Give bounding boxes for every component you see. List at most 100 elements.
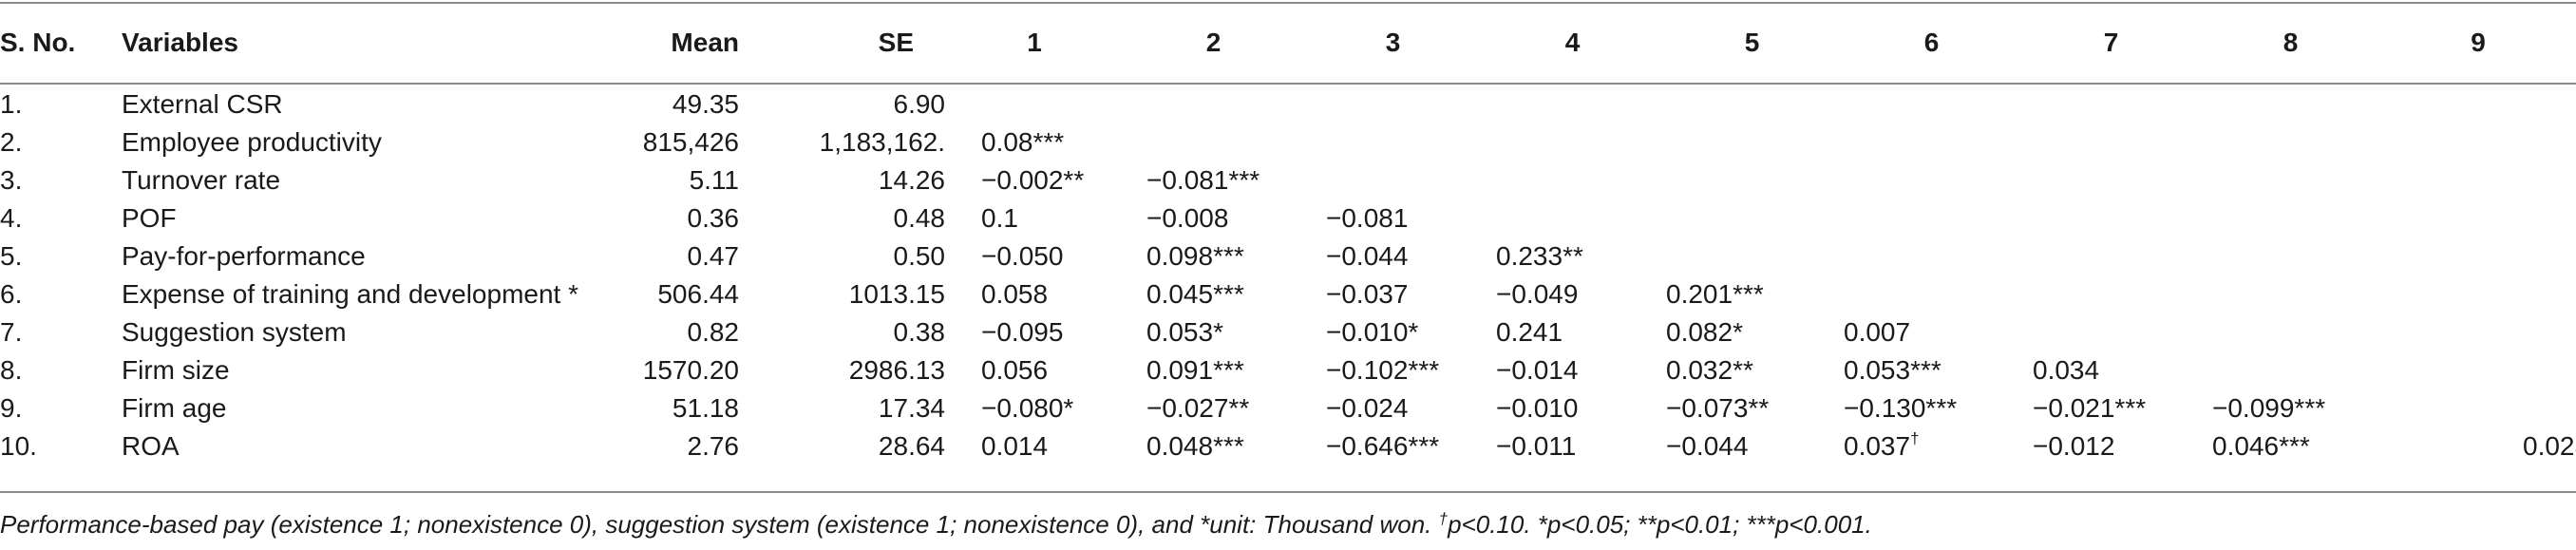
correlation-cell xyxy=(2380,161,2576,199)
correlation-cell xyxy=(2380,389,2576,427)
row-sno: 1. xyxy=(0,89,23,119)
correlation-cell: −0.130*** xyxy=(1842,389,2021,427)
correlation-cell xyxy=(1842,275,2021,313)
correlation-cell xyxy=(1842,161,2021,199)
row-sno: 3. xyxy=(0,165,23,195)
footnote-text: Performance-based pay (existence 1; none… xyxy=(0,510,1439,539)
correlation-value: −0.044 xyxy=(1326,241,1409,271)
correlation-cell xyxy=(1662,123,1842,161)
correlation-cell: −0.044 xyxy=(1303,237,1483,275)
correlation-value: 0.08*** xyxy=(981,127,1065,157)
row-sno: 7. xyxy=(0,317,23,347)
correlation-cell xyxy=(2380,70,2576,123)
correlation-cell xyxy=(1303,70,1483,123)
correlation-cell: 0.048*** xyxy=(1124,427,1303,465)
correlation-cell xyxy=(2201,351,2380,389)
header-divider-rule xyxy=(0,83,2576,85)
correlation-value: 0.045*** xyxy=(1146,279,1244,309)
correlation-cell: −0.049 xyxy=(1483,275,1662,313)
correlation-value: 0.048*** xyxy=(1146,431,1244,461)
correlation-value: 0.058 xyxy=(981,279,1049,309)
header-row: S. No. Variables Mean SE 1 2 3 4 5 6 7 8… xyxy=(0,15,2576,70)
correlation-cell: 0.037† xyxy=(1842,427,2021,465)
row-se: 2986.13 xyxy=(848,355,945,385)
row-mean: 0.82 xyxy=(687,317,740,347)
correlation-value: −0.008 xyxy=(1146,203,1229,233)
row-variable: Suggestion system xyxy=(122,317,347,347)
correlation-cell: −0.008 xyxy=(1124,199,1303,237)
row-se: 17.34 xyxy=(878,393,945,423)
footnote-significance: p<0.10. *p<0.05; **p<0.01; ***p<0.001. xyxy=(1448,510,1872,539)
correlation-cell xyxy=(1483,161,1662,199)
table-row: 1. External CSR 49.35 6.90 xyxy=(0,70,2576,123)
correlation-value: 0.091*** xyxy=(1146,355,1244,385)
correlation-value: −0.095 xyxy=(981,317,1064,347)
row-sno: 2. xyxy=(0,127,23,157)
table-row: 7. Suggestion system 0.82 0.38 −0.095 0.053* −… xyxy=(0,313,2576,351)
correlation-cell xyxy=(1303,123,1483,161)
correlation-value: 0.023 xyxy=(2523,431,2576,461)
row-mean: 49.35 xyxy=(672,89,739,119)
correlation-value: 0.053*** xyxy=(1844,355,1941,385)
correlation-cell: 0.023 xyxy=(2380,427,2576,465)
correlation-cell xyxy=(1483,199,1662,237)
table-footnote: Performance-based pay (existence 1; none… xyxy=(0,507,2576,541)
correlation-cell: 0.034 xyxy=(2021,351,2201,389)
correlation-cell: 0.1 xyxy=(945,199,1124,237)
correlation-cell xyxy=(2380,351,2576,389)
correlation-cell: 0.201*** xyxy=(1662,275,1842,313)
correlation-cell xyxy=(1303,161,1483,199)
correlation-cell xyxy=(1842,123,2021,161)
row-variable: Firm size xyxy=(122,355,230,385)
row-sno: 6. xyxy=(0,279,23,309)
correlation-cell: 0.053* xyxy=(1124,313,1303,351)
correlation-cell xyxy=(1842,237,2021,275)
row-variable: Expense of training and development * xyxy=(122,279,578,309)
correlation-cell: 0.08*** xyxy=(945,123,1124,161)
correlation-cell: −0.080* xyxy=(945,389,1124,427)
correlation-value: 0.082* xyxy=(1666,317,1743,347)
header-col-6: 6 xyxy=(1923,28,1940,57)
row-variable: Firm age xyxy=(122,393,227,423)
correlation-cell: 0.032** xyxy=(1662,351,1842,389)
correlation-cell: 0.014 xyxy=(945,427,1124,465)
correlation-value: −0.081*** xyxy=(1146,165,1260,195)
correlation-cell: −0.024 xyxy=(1303,389,1483,427)
row-variable: Turnover rate xyxy=(122,165,281,195)
correlation-cell xyxy=(2201,237,2380,275)
correlation-value: 0.233** xyxy=(1496,241,1583,271)
correlation-cell xyxy=(2021,313,2201,351)
correlation-value: 0.056 xyxy=(981,355,1049,385)
row-sno: 8. xyxy=(0,355,23,385)
correlation-cell: −0.014 xyxy=(1483,351,1662,389)
correlation-value: −0.099*** xyxy=(2212,393,2326,423)
dagger-mark: † xyxy=(1910,428,1920,447)
correlation-value: −0.044 xyxy=(1666,431,1749,461)
row-mean: 5.11 xyxy=(689,165,739,195)
correlation-value: −0.050 xyxy=(981,241,1064,271)
header-col-3: 3 xyxy=(1385,28,1401,57)
correlation-value: −0.102*** xyxy=(1326,355,1440,385)
descriptive-statistics-correlation-table: S. No. Variables Mean SE 1 2 3 4 5 6 7 8… xyxy=(0,15,2576,465)
correlation-value: −0.012 xyxy=(2033,431,2115,461)
correlation-cell xyxy=(2201,275,2380,313)
header-col-9: 9 xyxy=(2471,28,2486,57)
correlation-cell: −0.021*** xyxy=(2021,389,2201,427)
header-col-8: 8 xyxy=(2282,28,2299,57)
header-se: SE xyxy=(878,28,914,57)
table-row: 3. Turnover rate 5.11 14.26 −0.002** −0.081**… xyxy=(0,161,2576,199)
correlation-cell: −0.099*** xyxy=(2201,389,2380,427)
correlation-value: −0.024 xyxy=(1326,393,1409,423)
correlation-cell: −0.010 xyxy=(1483,389,1662,427)
correlation-cell: 0.045*** xyxy=(1124,275,1303,313)
correlation-cell: 0.091*** xyxy=(1124,351,1303,389)
correlation-value: −0.027** xyxy=(1146,393,1250,423)
correlation-cell xyxy=(2380,199,2576,237)
correlation-cell: −0.081 xyxy=(1303,199,1483,237)
correlation-value: −0.037 xyxy=(1326,279,1409,309)
table-row: 10. ROA 2.76 28.64 0.014 0.048*** −0.646*** −0.… xyxy=(0,427,2576,465)
correlation-cell xyxy=(1124,70,1303,123)
correlation-cell: −0.012 xyxy=(2021,427,2201,465)
correlation-cell xyxy=(2380,123,2576,161)
correlation-value: 0.034 xyxy=(2033,355,2100,385)
